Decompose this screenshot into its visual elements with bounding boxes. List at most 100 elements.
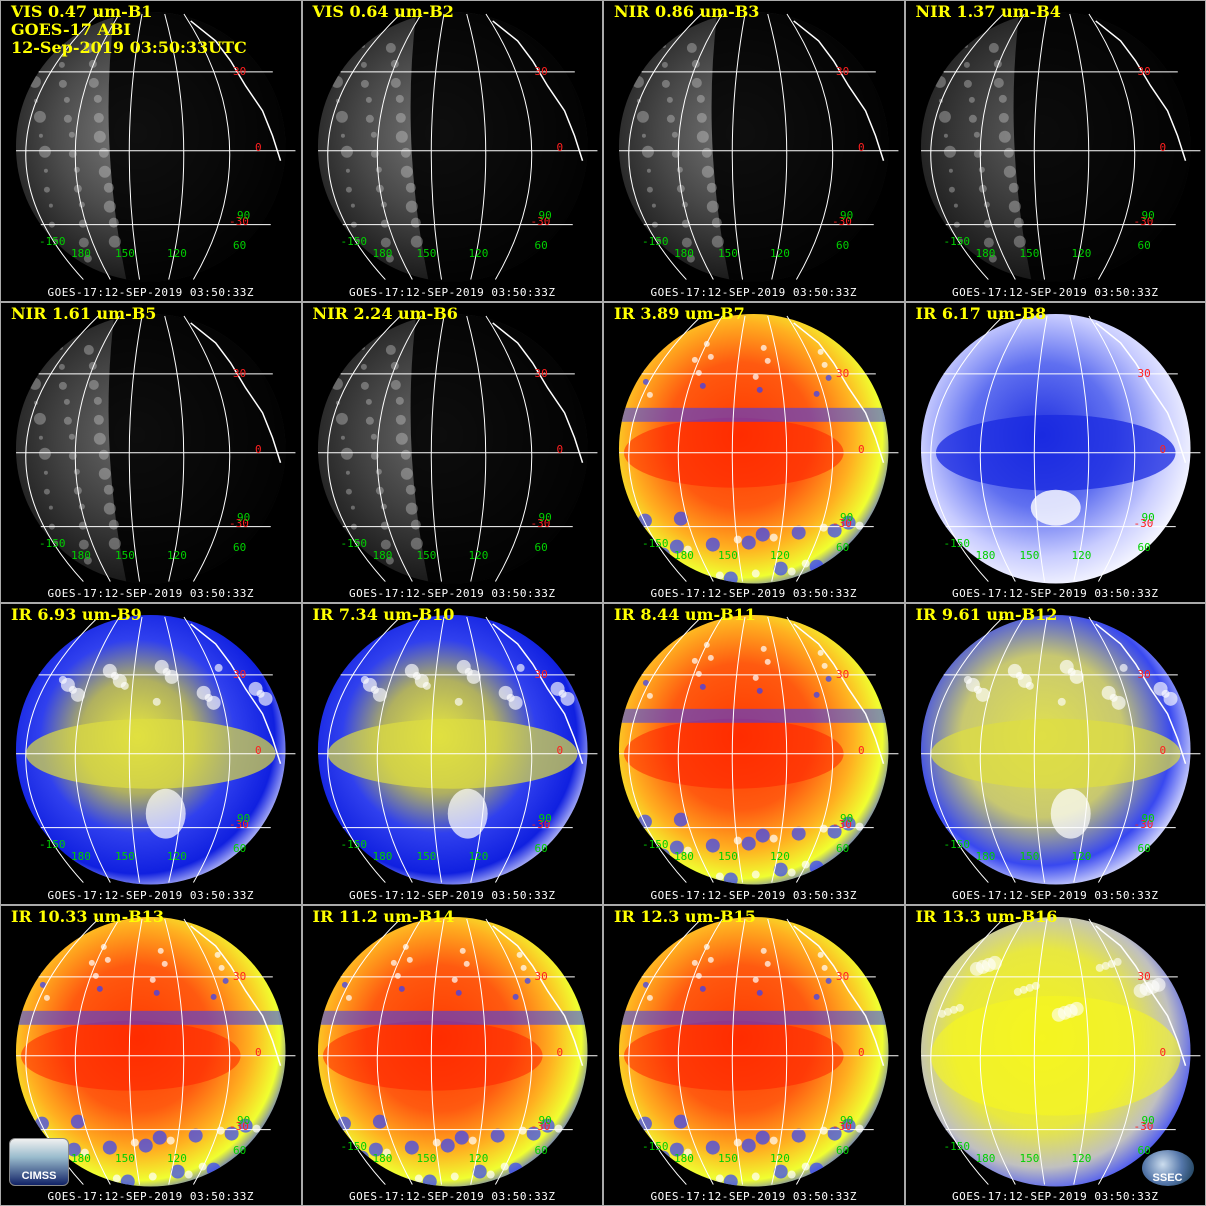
latitude-label: -30 xyxy=(530,215,551,228)
longitude-label: -150 xyxy=(943,1139,971,1153)
timestamp-footer: GOES-17:12-SEP-2019 03:50:33Z xyxy=(951,1190,1159,1203)
longitude-label: 180 xyxy=(975,850,996,863)
earth-disk-image xyxy=(15,916,296,1187)
satellite-band-panel: IR 9.61 um-B12 30 0 -30 -150 180 150 120 90 60 GOE… xyxy=(904,603,1206,905)
latitude-label: -30 xyxy=(1133,215,1154,228)
latitude-label: 30 xyxy=(233,969,247,983)
satellite-band-panel: NIR 1.37 um-B4 30 0 -30 -150 180 150 120 90 60 GOE… xyxy=(904,0,1206,302)
longitude-label: 180 xyxy=(71,1151,91,1165)
ssec-logo: SSEC xyxy=(1141,1149,1194,1186)
satellite-band-panel: IR 6.93 um-B9 30 0 -30 -150 180 150 120 90 60 GOES… xyxy=(0,603,302,905)
longitude-label: 60 xyxy=(534,1143,548,1157)
longitude-label: 180 xyxy=(674,850,694,863)
latitude-label: -30 xyxy=(1133,818,1154,831)
band-label: IR 7.34 um-B10 xyxy=(312,605,455,624)
band-label: IR 10.33 um-B13 xyxy=(11,906,165,926)
longitude-label: 180 xyxy=(372,1151,393,1165)
lat-lon-grid xyxy=(317,616,597,883)
longitude-label: 150 xyxy=(416,548,437,562)
latitude-label: 30 xyxy=(233,668,247,681)
latitude-label: 30 xyxy=(233,65,247,78)
latitude-label: 30 xyxy=(534,366,548,380)
latitude-label: 0 xyxy=(858,1045,865,1059)
longitude-label: 120 xyxy=(468,850,489,863)
longitude-label: 90 xyxy=(1141,812,1155,825)
longitude-label: 90 xyxy=(538,510,552,524)
longitude-label: -150 xyxy=(642,1139,669,1153)
longitude-label: 90 xyxy=(538,209,552,222)
satellite-band-panel: IR 8.44 um-B11 30 0 -30 -150 180 150 120 90 60 GOE… xyxy=(603,603,905,905)
band-label: NIR 0.86 um-B3 xyxy=(614,2,760,21)
earth-disk-image xyxy=(317,313,597,584)
longitude-label: 120 xyxy=(770,850,790,863)
timestamp-footer: GOES-17:12-SEP-2019 03:50:33Z xyxy=(951,285,1159,299)
longitude-label: -150 xyxy=(943,235,971,248)
latitude-label: 30 xyxy=(534,65,548,78)
lat-lon-grid xyxy=(920,13,1200,280)
timestamp-footer: GOES-17:12-SEP-2019 03:50:33Z xyxy=(348,285,556,299)
longitude-label: 60 xyxy=(836,842,850,855)
lat-lon-grid xyxy=(16,13,296,280)
satellite-band-panel: IR 3.89 um-B7 30 0 -30 -150 180 150 120 90 60 GOES… xyxy=(603,301,905,603)
longitude-label: 120 xyxy=(167,1151,187,1165)
band-label: IR 11.2 um-B14 xyxy=(312,906,455,926)
longitude-label: 90 xyxy=(237,209,251,222)
latitude-label: 30 xyxy=(1137,969,1151,983)
lat-lon-grid xyxy=(619,616,899,883)
band-label: IR 9.61 um-B12 xyxy=(915,605,1058,624)
longitude-label: 90 xyxy=(538,812,552,825)
longitude-label: 150 xyxy=(416,247,437,260)
longitude-label: 90 xyxy=(840,1113,854,1127)
longitude-label: 180 xyxy=(372,247,393,260)
longitude-label: 60 xyxy=(1137,842,1151,855)
latitude-label: -30 xyxy=(229,1119,249,1133)
band-label: VIS 0.47 um-B1 xyxy=(11,2,153,21)
latitude-label: -30 xyxy=(530,1119,551,1133)
longitude-label: 180 xyxy=(372,850,393,863)
latitude-label: 0 xyxy=(858,141,865,154)
longitude-label: 90 xyxy=(237,1113,251,1127)
longitude-label: 150 xyxy=(718,548,738,562)
satellite-band-panel: NIR 2.24 um-B6 30 0 -30 -150 180 150 120 90 60 GOE… xyxy=(301,301,603,603)
longitude-label: 120 xyxy=(1071,548,1092,562)
band-label: IR 6.17 um-B8 xyxy=(915,303,1047,323)
latitude-label: -30 xyxy=(832,516,852,530)
longitude-label: 150 xyxy=(115,548,135,562)
satellite-band-panel: IR 12.3 um-B15 30 0 -30 -150 180 150 120 90 60 GOE… xyxy=(603,904,905,1206)
longitude-label: 60 xyxy=(534,540,548,554)
longitude-label: 90 xyxy=(840,812,854,825)
earth-disk-image xyxy=(920,614,1200,885)
earth-disk-image xyxy=(618,11,899,282)
timestamp-footer: GOES-17:12-SEP-2019 03:50:33Z xyxy=(47,587,255,600)
longitude-label: 60 xyxy=(534,842,548,855)
longitude-label: 60 xyxy=(233,842,247,855)
band-label: IR 13.3 um-B16 xyxy=(915,906,1058,926)
latitude-label: 0 xyxy=(1159,744,1167,757)
longitude-label: 60 xyxy=(1137,540,1151,554)
latitude-label: 0 xyxy=(858,442,865,456)
longitude-label: -150 xyxy=(943,536,971,550)
longitude-label: 60 xyxy=(233,239,247,252)
latitude-label: 30 xyxy=(836,668,850,681)
lat-lon-grid xyxy=(16,918,296,1185)
earth-disk-image xyxy=(15,313,296,584)
satellite-band-panel: NIR 0.86 um-B3 30 0 -30 -150 180 150 120 90 60 GOE… xyxy=(603,0,905,302)
band-label: IR 3.89 um-B7 xyxy=(614,303,745,323)
longitude-label: 150 xyxy=(1019,850,1040,863)
longitude-label: 180 xyxy=(975,548,996,562)
longitude-label: 60 xyxy=(836,1143,850,1157)
longitude-label: 150 xyxy=(115,1151,135,1165)
latitude-label: 30 xyxy=(1137,668,1151,681)
latitude-label: -30 xyxy=(1133,516,1154,530)
latitude-label: -30 xyxy=(229,818,249,831)
timestamp-footer: GOES-17:12-SEP-2019 03:50:33Z xyxy=(348,888,556,902)
longitude-label: 120 xyxy=(468,548,489,562)
longitude-label: 120 xyxy=(167,850,187,863)
scan-time: 12-Sep-2019 03:50:33UTC xyxy=(11,38,247,57)
longitude-label: 90 xyxy=(237,510,251,524)
satellite-band-panel: IR 13.3 um-B16 30 0 -30 -150 180 150 120 90 60 GOE… xyxy=(904,904,1206,1206)
longitude-label: 150 xyxy=(115,247,135,260)
longitude-label: 90 xyxy=(1141,510,1155,524)
longitude-label: 60 xyxy=(233,1143,247,1157)
